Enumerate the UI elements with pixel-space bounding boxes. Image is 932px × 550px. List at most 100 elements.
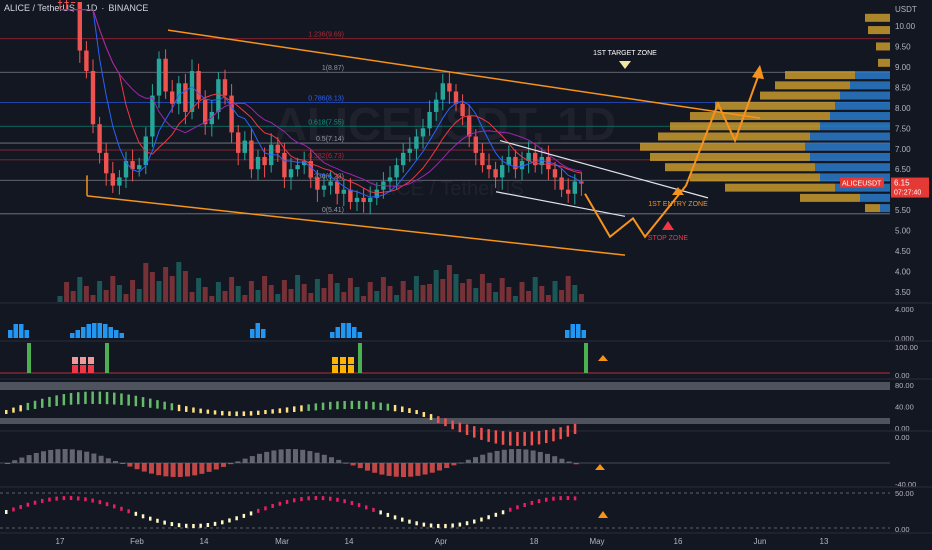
candle-body — [321, 185, 327, 190]
pane5-dot — [84, 497, 87, 502]
pane1-bar — [8, 330, 13, 338]
volume-bar — [519, 282, 525, 302]
pane5-dot — [221, 520, 224, 525]
pane4-bar — [285, 449, 291, 463]
pane5-dot — [26, 502, 30, 507]
candle-body — [387, 177, 393, 182]
pane4-bar — [177, 463, 183, 477]
volume-bar — [499, 278, 505, 302]
volume-bar — [341, 292, 347, 302]
interval-label[interactable]: 1D — [85, 3, 98, 13]
current-price-value: 6.15 — [894, 179, 910, 188]
pane5-dot — [329, 496, 332, 501]
pane3-bar — [62, 394, 66, 406]
time-tick-label: 18 — [530, 537, 539, 546]
candle-body — [97, 124, 102, 153]
pane4-bar — [33, 452, 39, 463]
pane2-signal-bar — [584, 343, 588, 373]
pane3-bar — [357, 400, 361, 410]
pane4-bar — [357, 463, 363, 469]
pane2-marker — [80, 357, 86, 364]
pane5-dot — [559, 496, 562, 501]
pane5-dot — [98, 500, 102, 505]
candle-body — [486, 165, 492, 170]
pane5-dot — [429, 523, 433, 528]
volume-bar — [506, 287, 512, 302]
pane1-bar — [97, 323, 102, 338]
pane5-dot — [249, 511, 253, 516]
pane4-bar — [321, 454, 327, 463]
volume-bar — [394, 295, 400, 302]
watermark-subtitle: ALICE / TetherUS — [366, 178, 523, 200]
volume-profile-bar — [810, 152, 890, 161]
pane4-bar — [19, 457, 25, 463]
candle-body — [519, 161, 525, 170]
pane3-bar — [235, 411, 238, 417]
pane3-bar — [458, 422, 462, 433]
pane4-bar — [105, 458, 111, 463]
pane5-arrow-icon — [598, 511, 608, 518]
candle-body — [335, 181, 340, 194]
pane3-bar — [379, 402, 382, 410]
pane4-bar — [264, 451, 270, 463]
pane1-bar — [565, 330, 570, 338]
volume-bar — [380, 277, 386, 302]
volume-bar — [116, 285, 122, 302]
candle-body — [288, 169, 294, 178]
pane5-dot — [566, 496, 570, 501]
volume-bar — [130, 280, 136, 302]
pane3-bar — [530, 431, 534, 446]
symbol-label[interactable]: ALICE / TetherUS — [4, 3, 75, 13]
stop-zone-label: STOP ZONE — [648, 235, 689, 242]
candle-body — [427, 111, 432, 129]
volume-bar — [83, 286, 89, 302]
pane5-dot — [537, 499, 541, 504]
candle-body — [236, 132, 241, 153]
pane2-marker — [88, 357, 94, 364]
pane3-bar — [26, 402, 30, 411]
volume-bar — [512, 296, 518, 302]
time-tick-label: Feb — [130, 537, 144, 546]
volume-bar — [262, 276, 268, 302]
volume-bar — [103, 290, 109, 302]
candle-body — [533, 152, 538, 166]
fib-label: 0.618(7.55) — [308, 119, 344, 126]
pane4-bar — [444, 463, 450, 469]
candle-body — [447, 83, 452, 92]
pane3-bar — [343, 400, 346, 410]
pane4-bar — [26, 455, 32, 463]
channel-upper-line — [167, 29, 761, 119]
volume-profile-bar — [690, 173, 820, 182]
pane3-bar — [523, 431, 526, 446]
pane3-bar — [559, 427, 562, 440]
pane5-dot — [55, 496, 58, 501]
volume-bar — [295, 275, 301, 302]
candle-body — [110, 173, 115, 186]
pane3-bar — [494, 430, 498, 444]
volume-bar — [400, 281, 406, 302]
pane1-bar — [24, 330, 29, 338]
pane5-dot — [458, 522, 462, 527]
pane3-bar — [177, 404, 181, 412]
stop-arrow-icon — [662, 221, 674, 230]
volume-bar — [229, 277, 235, 302]
volume-bar — [222, 291, 228, 302]
pane5-dot — [350, 501, 354, 506]
pane1-bar — [19, 324, 24, 338]
pane4-bar — [437, 463, 442, 471]
moving-average-line — [60, 9, 582, 198]
volume-bar — [413, 276, 419, 302]
pane5-dot — [473, 519, 476, 524]
volume-bar — [268, 285, 274, 302]
pane4-bar — [77, 450, 82, 463]
pane4-bar — [127, 463, 133, 467]
candle-body — [71, 2, 76, 3]
volume-bar — [301, 284, 307, 302]
pane5-dot — [314, 496, 318, 501]
pane5-dot — [300, 497, 303, 502]
pane3-bar — [573, 423, 577, 435]
pane4-bar — [170, 463, 176, 477]
volume-bar — [559, 290, 565, 302]
pane3-bar — [566, 425, 570, 437]
